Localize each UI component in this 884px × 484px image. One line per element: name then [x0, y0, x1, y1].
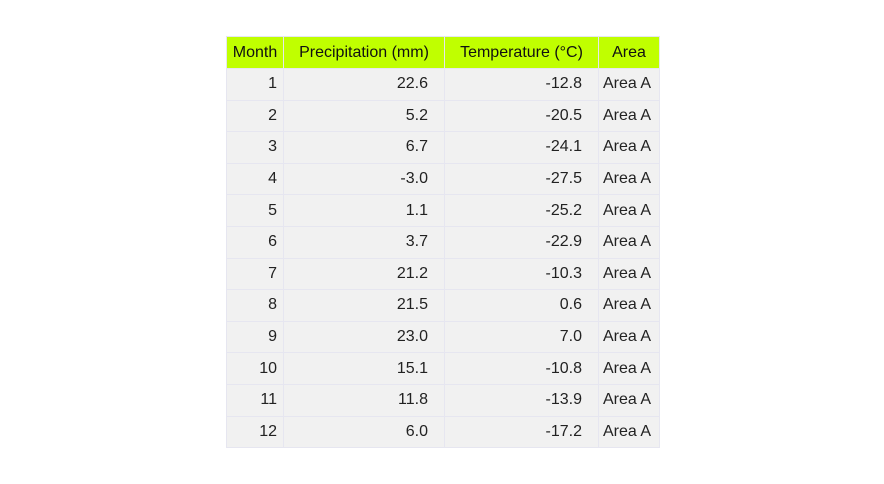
cell-month: 3 — [226, 131, 284, 164]
table-row: 5 1.1 -25.2 Area A — [226, 194, 660, 227]
cell-area: Area A — [598, 289, 660, 322]
cell-month: 7 — [226, 257, 284, 291]
cell-month: 10 — [226, 352, 284, 385]
table-row: 3 6.7 -24.1 Area A — [226, 131, 660, 164]
table-row: 11 11.8 -13.9 Area A — [226, 383, 660, 417]
table-row: 4 -3.0 -27.5 Area A — [226, 162, 660, 196]
header-cell-temperature: Temperature (°C) — [444, 36, 599, 69]
cell-precipitation: 21.2 — [283, 257, 445, 291]
cell-area: Area A — [598, 352, 660, 385]
cell-area: Area A — [598, 162, 660, 196]
cell-month: 11 — [226, 383, 284, 417]
cell-month: 8 — [226, 289, 284, 322]
cell-precipitation: -3.0 — [283, 162, 445, 196]
table-row: 1 22.6 -12.8 Area A — [226, 68, 660, 101]
cell-area: Area A — [598, 320, 660, 354]
cell-temperature: -25.2 — [444, 194, 599, 227]
cell-area: Area A — [598, 257, 660, 291]
table-row: 12 6.0 -17.2 Area A — [226, 415, 660, 449]
cell-precipitation: 21.5 — [283, 289, 445, 322]
header-cell-area: Area — [598, 36, 660, 69]
cell-precipitation: 1.1 — [283, 194, 445, 227]
table-row: 7 21.2 -10.3 Area A — [226, 257, 660, 291]
table-row: 6 3.7 -22.9 Area A — [226, 225, 660, 259]
cell-temperature: -20.5 — [444, 99, 599, 133]
cell-area: Area A — [598, 383, 660, 417]
cell-temperature: -17.2 — [444, 415, 599, 449]
cell-month: 5 — [226, 194, 284, 227]
cell-month: 1 — [226, 68, 284, 101]
cell-temperature: 0.6 — [444, 289, 599, 322]
cell-precipitation: 22.6 — [283, 68, 445, 101]
table-body: 1 22.6 -12.8 Area A 2 5.2 -20.5 Area A 3 6.7 -24.1… — [226, 68, 660, 449]
table-row: 8 21.5 0.6 Area A — [226, 289, 660, 322]
cell-temperature: -10.3 — [444, 257, 599, 291]
header-cell-precipitation: Precipitation (mm) — [283, 36, 445, 69]
header-cell-month: Month — [226, 36, 284, 69]
cell-precipitation: 11.8 — [283, 383, 445, 417]
cell-precipitation: 23.0 — [283, 320, 445, 354]
table-header: Month Precipitation (mm) Temperature (°C… — [226, 36, 660, 69]
cell-precipitation: 6.0 — [283, 415, 445, 449]
table-row: 10 15.1 -10.8 Area A — [226, 352, 660, 385]
cell-month: 2 — [226, 99, 284, 133]
cell-temperature: -10.8 — [444, 352, 599, 385]
cell-month: 12 — [226, 415, 284, 449]
cell-area: Area A — [598, 415, 660, 449]
cell-temperature: -24.1 — [444, 131, 599, 164]
cell-temperature: -13.9 — [444, 383, 599, 417]
data-table-container: Month Precipitation (mm) Temperature (°C… — [226, 36, 660, 449]
cell-precipitation: 3.7 — [283, 225, 445, 259]
cell-precipitation: 15.1 — [283, 352, 445, 385]
cell-month: 9 — [226, 320, 284, 354]
table-row: 9 23.0 7.0 Area A — [226, 320, 660, 354]
header-row: Month Precipitation (mm) Temperature (°C… — [226, 36, 660, 69]
cell-temperature: -27.5 — [444, 162, 599, 196]
cell-precipitation: 5.2 — [283, 99, 445, 133]
cell-temperature: -22.9 — [444, 225, 599, 259]
cell-precipitation: 6.7 — [283, 131, 445, 164]
cell-area: Area A — [598, 225, 660, 259]
cell-area: Area A — [598, 99, 660, 133]
cell-area: Area A — [598, 194, 660, 227]
cell-area: Area A — [598, 68, 660, 101]
cell-area: Area A — [598, 131, 660, 164]
cell-month: 4 — [226, 162, 284, 196]
cell-month: 6 — [226, 225, 284, 259]
data-table: Month Precipitation (mm) Temperature (°C… — [226, 36, 660, 449]
cell-temperature: 7.0 — [444, 320, 599, 354]
cell-temperature: -12.8 — [444, 68, 599, 101]
table-row: 2 5.2 -20.5 Area A — [226, 99, 660, 133]
